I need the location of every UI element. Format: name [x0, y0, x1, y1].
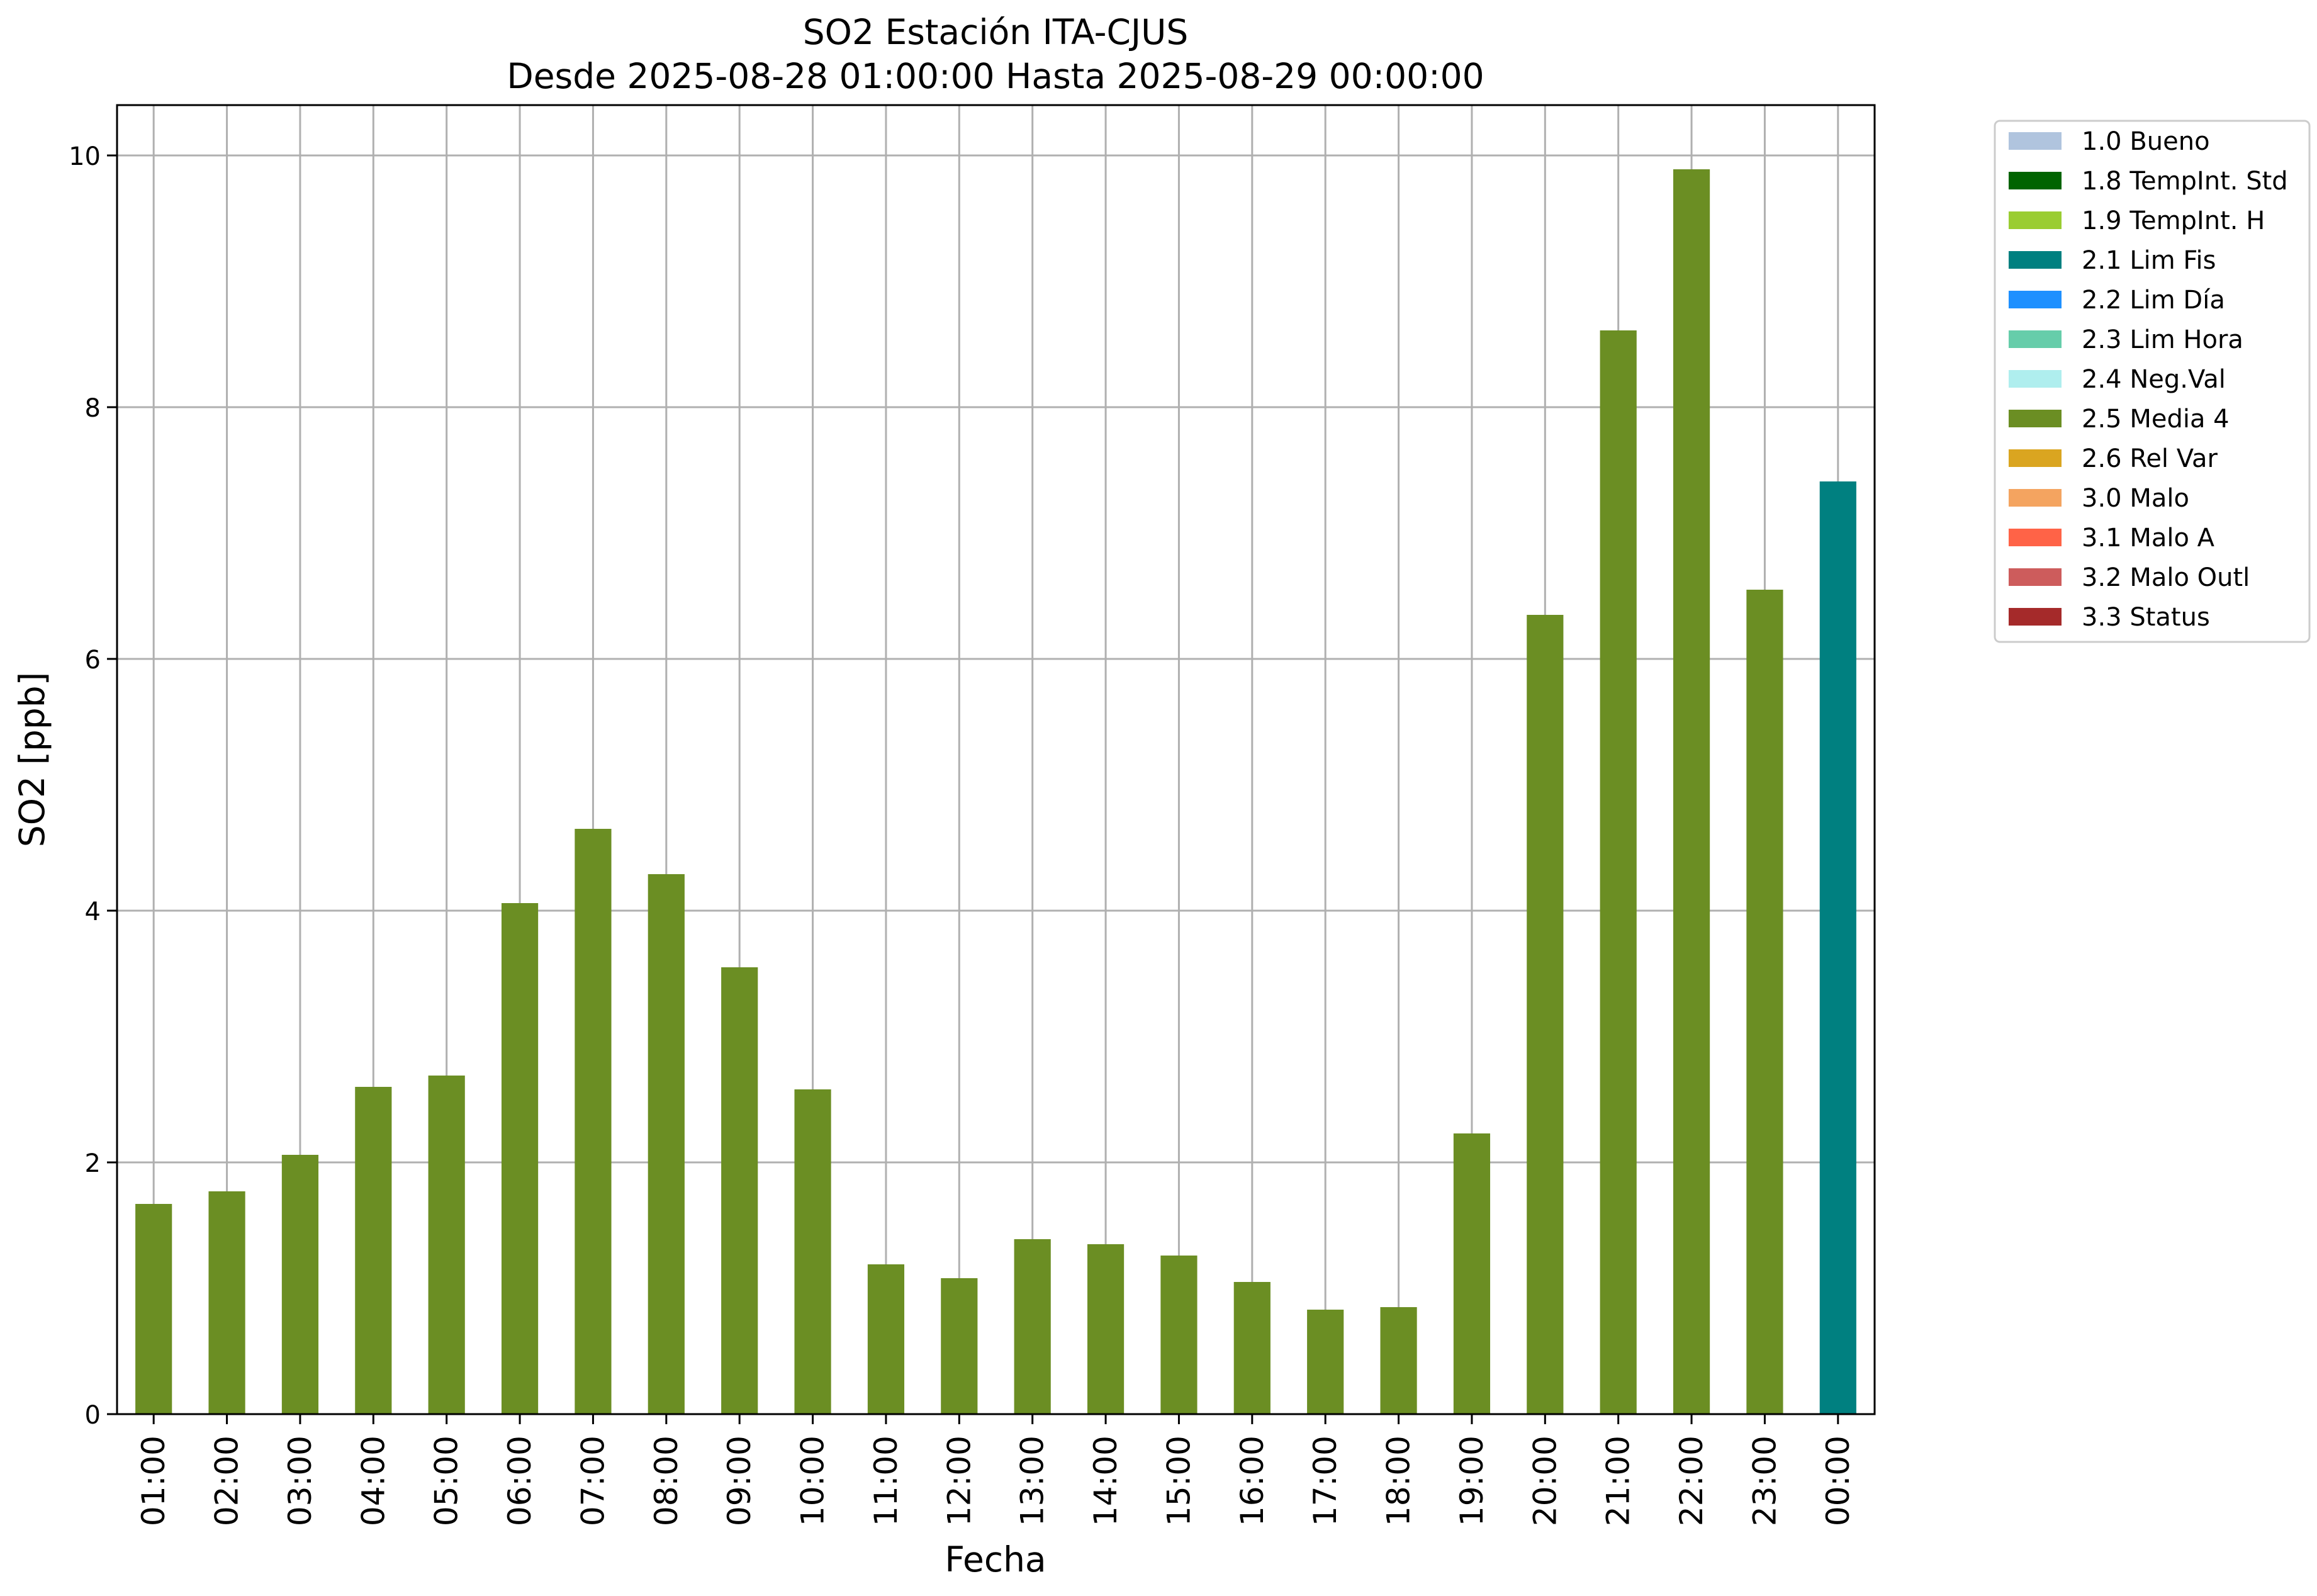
x-tick-label: 17:00 — [1307, 1436, 1344, 1526]
legend-swatch — [2009, 330, 2062, 348]
x-tick-label: 02:00 — [209, 1436, 245, 1526]
legend-swatch — [2009, 489, 2062, 507]
bar-2300 — [1746, 590, 1783, 1414]
legend-swatch — [2009, 370, 2062, 388]
chart-subtitle: Desde 2025-08-28 01:00:00 Hasta 2025-08-… — [507, 56, 1484, 96]
legend-label: 3.1 Malo A — [2082, 524, 2215, 553]
x-tick-label: 11:00 — [868, 1436, 904, 1526]
bar-1800 — [1380, 1307, 1417, 1414]
legend-swatch — [2009, 291, 2062, 308]
chart-title: SO2 Estación ITA-CJUS — [803, 12, 1188, 52]
legend-label: 3.0 Malo — [2082, 484, 2189, 513]
x-tick-label: 18:00 — [1381, 1436, 1417, 1526]
bar-1900 — [1453, 1133, 1491, 1414]
legend-label: 1.8 TempInt. Std — [2082, 167, 2288, 196]
legend-swatch — [2009, 211, 2062, 229]
x-axis-label: Fecha — [945, 1539, 1046, 1580]
x-tick-label: 16:00 — [1234, 1436, 1271, 1526]
bar-0200 — [208, 1191, 245, 1414]
legend-swatch — [2009, 568, 2062, 586]
y-axis: 0 2 4 6 8 10 — [69, 142, 117, 1430]
legend-swatch — [2009, 608, 2062, 626]
bar-1000 — [794, 1089, 831, 1414]
legend-swatch — [2009, 410, 2062, 427]
x-tick-label: 00:00 — [1820, 1436, 1856, 1526]
x-tick-label: 03:00 — [282, 1436, 318, 1526]
bar-2100 — [1600, 330, 1637, 1414]
bar-1400 — [1087, 1244, 1125, 1414]
bar-0300 — [281, 1155, 319, 1414]
bar-0800 — [648, 874, 685, 1414]
bar-1600 — [1233, 1282, 1271, 1414]
bar-0400 — [355, 1087, 392, 1414]
x-tick-label: 04:00 — [355, 1436, 391, 1526]
x-tick-label: 22:00 — [1673, 1436, 1710, 1526]
x-tick-label: 14:00 — [1087, 1436, 1124, 1526]
bar-0900 — [721, 967, 758, 1414]
x-tick-label: 12:00 — [941, 1436, 977, 1526]
x-axis: 01:00 02:00 03:00 04:00 05:00 06:00 07:00 08:00… — [135, 1414, 1856, 1526]
x-tick-label: 07:00 — [575, 1436, 611, 1526]
y-tick-label: 0 — [85, 1401, 101, 1430]
legend-swatch — [2009, 251, 2062, 269]
bar-1200 — [941, 1278, 978, 1414]
x-tick-label: 15:00 — [1160, 1436, 1197, 1526]
bar-0500 — [428, 1076, 465, 1414]
legend-label: 3.2 Malo Outl — [2082, 563, 2250, 592]
y-tick-label: 2 — [85, 1149, 101, 1178]
legend-swatch — [2009, 529, 2062, 546]
x-tick-label: 01:00 — [135, 1436, 172, 1526]
legend-frame — [1994, 120, 2311, 643]
bar-2200 — [1673, 169, 1710, 1414]
legend-label: 2.1 Lim Fis — [2082, 246, 2216, 275]
x-tick-label: 20:00 — [1527, 1436, 1563, 1526]
y-tick-label: 6 — [85, 646, 101, 675]
legend-label: 2.2 Lim Día — [2082, 286, 2225, 315]
legend-label: 1.9 TempInt. H — [2082, 206, 2265, 235]
bar-1300 — [1014, 1239, 1051, 1414]
bars — [135, 169, 1856, 1414]
x-tick-label: 19:00 — [1454, 1436, 1490, 1526]
plot-frame — [116, 104, 1876, 1415]
legend-label: 2.5 Media 4 — [2082, 405, 2230, 434]
x-tick-label: 08:00 — [648, 1436, 685, 1526]
bar-1500 — [1160, 1256, 1198, 1414]
y-tick-label: 8 — [85, 394, 101, 423]
legend-label: 2.3 Lim Hora — [2082, 325, 2243, 354]
x-tick-label: 23:00 — [1746, 1436, 1783, 1526]
bar-0000 — [1819, 481, 1856, 1414]
legend-label: 2.6 Rel Var — [2082, 444, 2218, 473]
legend-swatch — [2009, 132, 2062, 150]
bar-0700 — [575, 829, 612, 1414]
legend-label: 3.3 Status — [2082, 603, 2210, 632]
x-tick-label: 05:00 — [429, 1436, 465, 1526]
x-tick-label: 09:00 — [721, 1436, 758, 1526]
x-tick-label: 10:00 — [795, 1436, 831, 1526]
bar-0600 — [501, 903, 539, 1414]
bar-0100 — [135, 1204, 172, 1414]
bar-2000 — [1527, 615, 1564, 1414]
y-tick-label: 4 — [85, 897, 101, 926]
legend-label: 2.4 Neg.Val — [2082, 365, 2226, 394]
legend-swatch — [2009, 172, 2062, 189]
legend-label: 1.0 Bueno — [2082, 127, 2210, 156]
x-tick-label: 21:00 — [1600, 1436, 1637, 1526]
legend-swatch — [2009, 449, 2062, 467]
x-tick-label: 06:00 — [502, 1436, 538, 1526]
bar-1700 — [1307, 1310, 1344, 1414]
y-axis-label: SO2 [ppb] — [12, 672, 52, 847]
y-tick-label: 10 — [69, 142, 101, 171]
x-tick-label: 13:00 — [1014, 1436, 1051, 1526]
bar-1100 — [867, 1264, 905, 1414]
legend: 1.0 Bueno 1.8 TempInt. Std 1.9 TempInt. H 2… — [1994, 120, 2311, 643]
